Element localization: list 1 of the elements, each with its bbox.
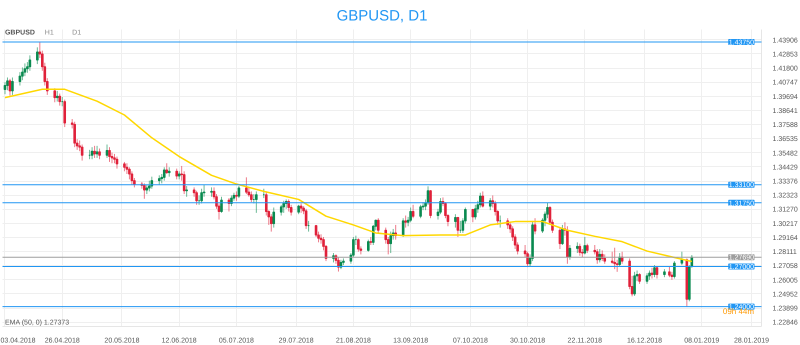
chart-title: GBPUSD, D1 <box>336 8 428 24</box>
